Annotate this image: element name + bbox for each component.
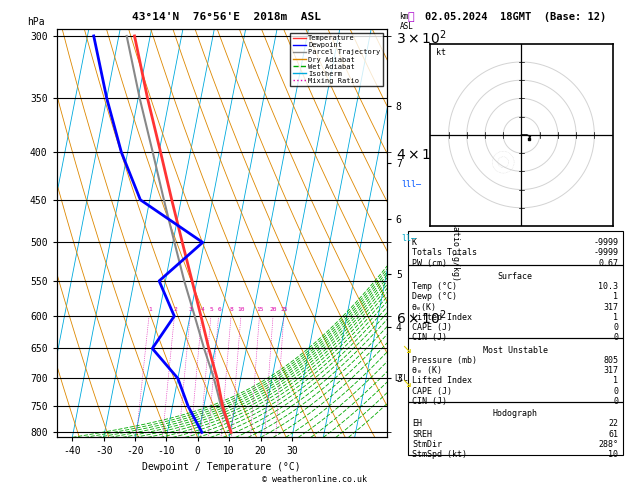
Text: 61: 61	[608, 430, 618, 439]
Text: 1: 1	[613, 313, 618, 322]
Text: 317: 317	[603, 303, 618, 312]
Text: 3: 3	[189, 307, 192, 312]
Text: Surface: Surface	[498, 272, 533, 281]
Text: 10: 10	[608, 450, 618, 459]
Text: SREH: SREH	[412, 430, 432, 439]
Text: Lifted Index: Lifted Index	[412, 313, 472, 322]
Text: 0: 0	[613, 397, 618, 406]
Bar	[408, 338, 623, 402]
Text: 1: 1	[613, 293, 618, 301]
Text: CIN (J): CIN (J)	[412, 333, 447, 342]
Text: km
ASL: km ASL	[399, 12, 413, 31]
Text: Pressure (mb): Pressure (mb)	[412, 356, 477, 365]
Text: 0.67: 0.67	[598, 259, 618, 267]
Text: Temp (°C): Temp (°C)	[412, 282, 457, 291]
Text: 8: 8	[230, 307, 233, 312]
Bar	[408, 231, 623, 265]
Text: Totals Totals: Totals Totals	[412, 248, 477, 257]
Text: © weatheronline.co.uk: © weatheronline.co.uk	[262, 474, 367, 484]
Text: CAPE (J): CAPE (J)	[412, 387, 452, 396]
Text: 15: 15	[256, 307, 264, 312]
Text: ↘: ↘	[401, 344, 412, 356]
Text: ⮠: ⮠	[408, 12, 415, 22]
Text: ↘: ↘	[401, 378, 412, 390]
Text: θₑ (K): θₑ (K)	[412, 366, 442, 375]
Text: Hodograph: Hodograph	[493, 409, 538, 418]
Y-axis label: Mixing Ratio (g/kg): Mixing Ratio (g/kg)	[452, 186, 460, 281]
Text: hPa: hPa	[27, 17, 45, 27]
Text: CIN (J): CIN (J)	[412, 397, 447, 406]
X-axis label: Dewpoint / Temperature (°C): Dewpoint / Temperature (°C)	[142, 462, 301, 472]
Text: 4: 4	[201, 307, 204, 312]
Text: PW (cm): PW (cm)	[412, 259, 447, 267]
Text: lll―: lll―	[401, 180, 421, 189]
Text: 20: 20	[270, 307, 277, 312]
Text: -9999: -9999	[593, 238, 618, 247]
Text: 288°: 288°	[598, 440, 618, 449]
Text: 317: 317	[603, 366, 618, 375]
Text: Lifted Index: Lifted Index	[412, 376, 472, 385]
Text: StmDir: StmDir	[412, 440, 442, 449]
Bar	[408, 265, 623, 338]
Text: 0: 0	[613, 387, 618, 396]
Text: 10: 10	[238, 307, 245, 312]
Legend: Temperature, Dewpoint, Parcel Trajectory, Dry Adiabat, Wet Adiabat, Isotherm, Mi: Temperature, Dewpoint, Parcel Trajectory…	[290, 33, 383, 87]
Text: kt: kt	[436, 48, 446, 57]
Text: 5: 5	[209, 307, 213, 312]
Text: K: K	[412, 238, 417, 247]
Text: 2: 2	[173, 307, 177, 312]
Text: ll―: ll―	[401, 234, 416, 243]
Text: 22: 22	[608, 419, 618, 429]
Text: 1: 1	[613, 376, 618, 385]
Text: -9999: -9999	[593, 248, 618, 257]
Text: 1: 1	[148, 307, 152, 312]
Text: θₑ(K): θₑ(K)	[412, 303, 437, 312]
Text: 43°14'N  76°56'E  2018m  ASL: 43°14'N 76°56'E 2018m ASL	[132, 12, 321, 22]
Text: StmSpd (kt): StmSpd (kt)	[412, 450, 467, 459]
Text: CAPE (J): CAPE (J)	[412, 323, 452, 332]
Text: 25: 25	[281, 307, 288, 312]
Text: 805: 805	[603, 356, 618, 365]
Text: EH: EH	[412, 419, 422, 429]
Text: 0: 0	[613, 323, 618, 332]
Text: LCL: LCL	[394, 374, 408, 383]
Text: 6: 6	[218, 307, 221, 312]
Text: 10.3: 10.3	[598, 282, 618, 291]
Text: 02.05.2024  18GMT  (Base: 12): 02.05.2024 18GMT (Base: 12)	[425, 12, 606, 22]
Text: 0: 0	[613, 333, 618, 342]
Bar	[408, 402, 623, 455]
Text: Most Unstable: Most Unstable	[482, 346, 548, 355]
Text: Dewp (°C): Dewp (°C)	[412, 293, 457, 301]
